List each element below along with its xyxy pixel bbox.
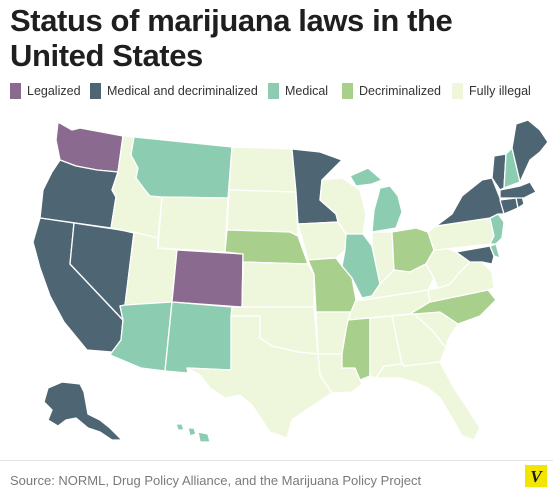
state-MT[interactable] <box>130 136 233 199</box>
state-ND[interactable] <box>228 146 297 193</box>
state-MA[interactable] <box>499 181 537 199</box>
state-NM[interactable] <box>164 301 233 374</box>
legend: Legalized Medical and decriminalized Med… <box>10 82 550 102</box>
state-WY[interactable] <box>157 196 229 253</box>
legend-label-fully-illegal: Fully illegal <box>469 84 531 98</box>
us-map <box>0 104 553 460</box>
state-NJ[interactable] <box>489 213 505 245</box>
state-HI[interactable] <box>175 423 211 443</box>
legend-label-legalized: Legalized <box>27 84 81 98</box>
vox-logo-background <box>525 465 547 487</box>
footer-divider <box>0 460 553 461</box>
legend-label-medical-and-decriminalized: Medical and decriminalized <box>107 84 258 98</box>
state-KS[interactable] <box>241 261 315 308</box>
state-DE[interactable] <box>489 243 501 259</box>
source-note: Source: NORML, Drug Policy Alliance, and… <box>10 473 422 488</box>
legend-swatch-medical <box>268 83 279 99</box>
state-SD[interactable] <box>226 189 299 237</box>
legend-label-decriminalized: Decriminalized <box>359 84 441 98</box>
page-title: Status of marijuana laws in the United S… <box>10 3 550 73</box>
state-NY[interactable] <box>435 177 505 227</box>
state-CO[interactable] <box>171 249 244 308</box>
state-FL[interactable] <box>375 361 481 441</box>
us-map-svg <box>32 119 549 443</box>
state-MI[interactable] <box>349 167 403 233</box>
legend-swatch-decriminalized <box>342 83 353 99</box>
state-ME[interactable] <box>511 119 549 183</box>
title-line-2: United States <box>10 38 203 73</box>
state-TX[interactable] <box>186 315 333 439</box>
vox-logo-letter: V <box>530 467 543 486</box>
state-AK[interactable] <box>43 381 123 441</box>
state-CT[interactable] <box>499 197 519 215</box>
legend-label-medical: Medical <box>285 84 329 98</box>
title-line-1: Status of marijuana laws in the <box>10 3 453 38</box>
vox-logo: V <box>525 465 547 487</box>
legend-swatch-legalized <box>10 83 21 99</box>
legend-swatch-medical-and-decriminalized <box>90 83 101 99</box>
legend-swatch-fully-illegal <box>452 83 463 99</box>
